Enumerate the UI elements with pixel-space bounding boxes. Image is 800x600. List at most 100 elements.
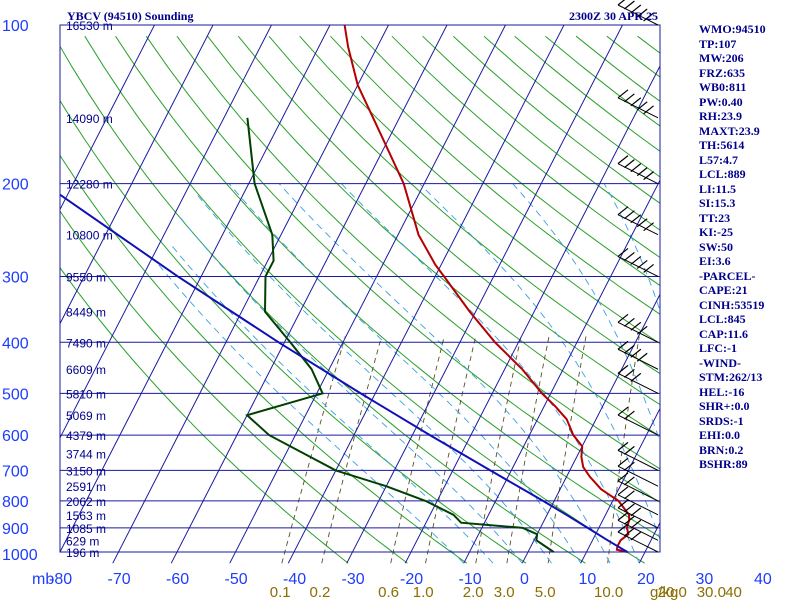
wind-barb-flag (624, 490, 635, 500)
stat-item: SI:15.3 (699, 196, 736, 210)
stat-item: MAXT:23.9 (699, 123, 760, 138)
temperature-tick-label: -80 (49, 571, 72, 588)
wind-barb-flag (643, 12, 654, 22)
wind-barb-flag (624, 476, 635, 486)
mixing-ratio-line (672, 337, 696, 564)
timestamp: 2300Z 30 APR 25 (569, 9, 658, 23)
dry-adiabat (176, 35, 660, 470)
wind-barb-flag (624, 210, 635, 220)
moist-adiabat (228, 183, 582, 564)
height-label: 2591 m (66, 480, 106, 494)
wind-barb (617, 340, 659, 370)
wind-barb-flag (624, 344, 635, 354)
wind-barb (617, 0, 659, 26)
pressure-tick-label: 1000 (2, 547, 38, 564)
pressure-tick-label: 700 (2, 463, 29, 480)
wind-barb-flag (624, 515, 635, 525)
wind-barb-flag (617, 457, 629, 467)
stat-item: SHR+:0.0 (699, 399, 750, 413)
parcel-line (60, 193, 628, 553)
wind-barb-flag (630, 519, 642, 529)
mixing-ratio-label: 5.0 (535, 584, 556, 600)
wind-barb (617, 313, 659, 343)
stat-item: FRZ:635 (699, 65, 745, 80)
wind-barb-flag (630, 97, 642, 107)
height-label: 1085 m (66, 522, 106, 536)
dry-adiabat (60, 266, 349, 564)
wind-barb (617, 523, 659, 553)
height-label: 6609 m (66, 363, 106, 377)
isotherm (229, 25, 507, 564)
height-label: 4379 m (66, 429, 106, 443)
mixing-ratio-label: 20.0 (658, 584, 687, 600)
wind-barb-flag (636, 352, 648, 362)
pressure-tick-label: 600 (2, 428, 29, 445)
wind-barb (617, 89, 659, 119)
isotherm (463, 179, 660, 564)
wind-barb (617, 511, 659, 541)
wind-barb-flag (630, 214, 642, 224)
wind-barb-flag (630, 507, 642, 517)
mixing-ratio-label: 0.1 (270, 584, 291, 600)
wind-barb-flag (630, 255, 642, 265)
wind-barb-flag (636, 218, 648, 228)
wind-barb-flag (630, 372, 642, 382)
isotherm (404, 64, 660, 564)
stat-item: RH:23.9 (699, 109, 742, 123)
pressure-tick-label: 300 (2, 269, 29, 286)
isotherm (287, 25, 565, 564)
height-label: 7490 m (66, 336, 106, 350)
wind-barb-flag (617, 206, 629, 216)
plot-frame (59, 24, 661, 553)
isotherm (170, 25, 448, 564)
mixing-ratio-label: 2.0 (463, 584, 484, 600)
stat-item: EI:3.6 (699, 254, 731, 268)
wind-barb (617, 472, 659, 502)
wind-barb-flag (624, 159, 635, 169)
dry-adiabat (60, 154, 467, 564)
isotherm (60, 25, 214, 325)
wind-barb-flag (636, 325, 648, 335)
stat-item: SW:50 (699, 239, 734, 254)
wind-barb-flag (624, 445, 635, 455)
mixing-ratio-label: 0.2 (309, 584, 330, 600)
wind-barb-flag (630, 348, 642, 358)
wind-barb-flag (636, 167, 648, 177)
wind-barb-flag (617, 89, 629, 99)
wind-barb (617, 247, 659, 277)
pressure-tick-label: 200 (2, 177, 29, 194)
wind-barb-flag (624, 527, 635, 537)
height-label: 5810 m (66, 387, 106, 401)
moist-adiabat (603, 183, 660, 312)
dry-adiabat (145, 35, 660, 504)
wind-barb-flag (636, 101, 648, 111)
dry-adiabat (115, 35, 660, 538)
temperature-tick-label: -30 (342, 571, 365, 588)
wind-barb-flag (624, 0, 635, 10)
moist-adiabat (169, 243, 494, 564)
wind-barb-flag (624, 251, 635, 261)
wind-barb-flag (617, 406, 629, 416)
height-label: 5069 m (66, 409, 106, 423)
height-label: 3744 m (66, 447, 106, 461)
mixing-ratio-unit-label: g/kg (650, 584, 678, 600)
wind-barb-flag (617, 486, 629, 496)
temperature-tick-label: 20 (637, 571, 655, 588)
dry-adiabat (237, 35, 660, 406)
pressure-tick-label: 500 (2, 386, 29, 403)
isotherm (346, 25, 624, 564)
stat-item: LCL:889 (699, 167, 746, 181)
stat-item: TP:107 (699, 36, 737, 51)
stat-item: HEL:-16 (699, 384, 745, 399)
moist-adiabat (419, 183, 660, 541)
wind-barb (617, 457, 659, 487)
dewpoint-line (245, 117, 555, 553)
wind-barb (617, 406, 659, 436)
moist-adiabat (178, 215, 523, 564)
temperature-tick-label: 40 (754, 571, 772, 588)
stat-item: PW:0.40 (699, 94, 743, 109)
wind-barb-flag (636, 259, 648, 269)
wind-barb (617, 364, 659, 394)
stat-item: BSHR:89 (699, 457, 748, 471)
